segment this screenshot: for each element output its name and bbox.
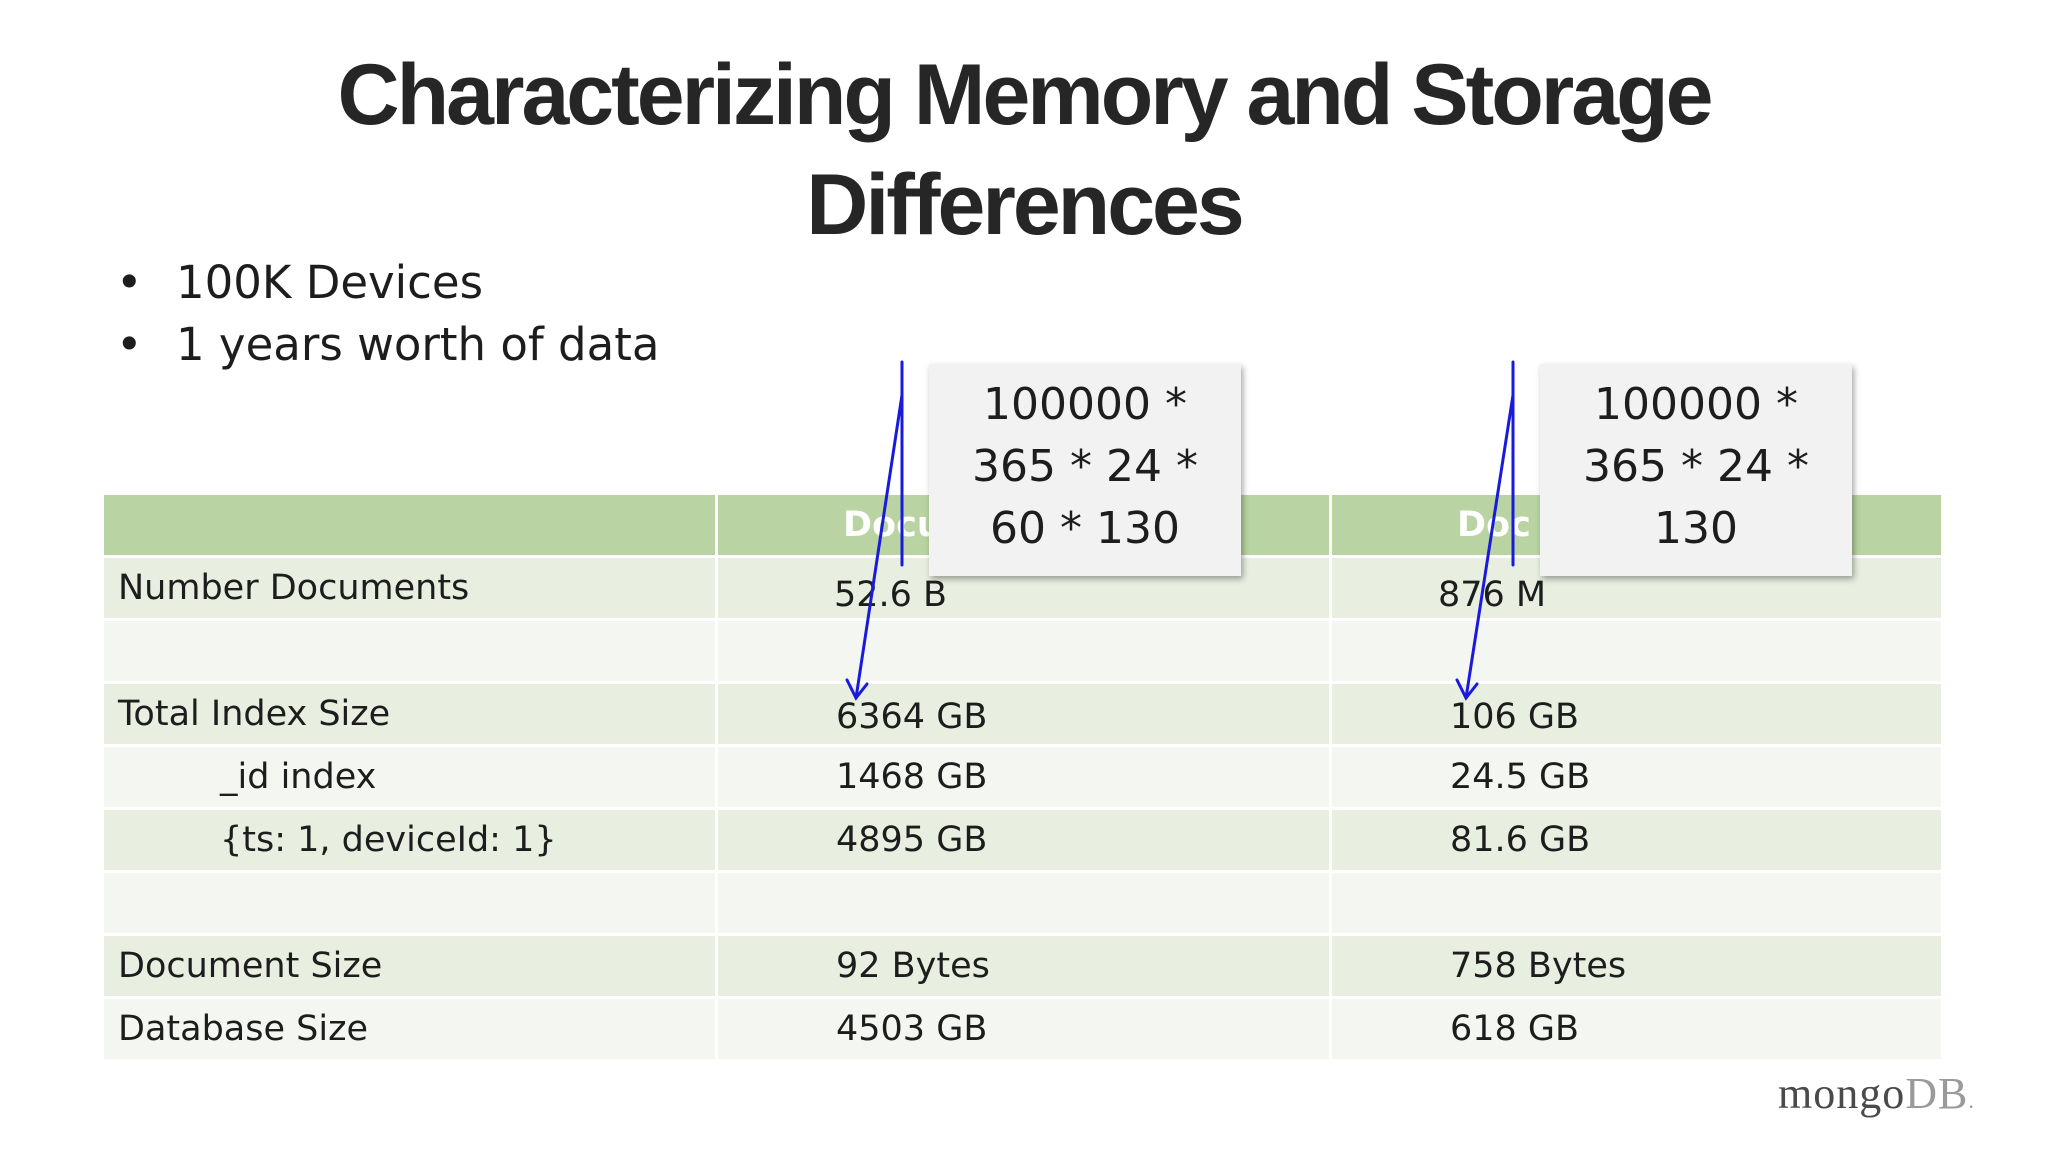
table-row: [104, 873, 1944, 936]
bullet-item: • 1 years worth of data: [116, 314, 659, 376]
annotation-arrow: [854, 393, 904, 700]
slide-title-line1: Characterizing Memory and Storage: [337, 47, 1714, 143]
callout-line: 365 * 24 *: [1583, 441, 1809, 492]
slide-title-line2: Differences: [806, 157, 1244, 253]
callout-line: 100000 *: [983, 379, 1187, 430]
row-value-col1: 6364 GB: [718, 684, 1332, 747]
row-value-col2: 758 Bytes: [1332, 936, 1944, 999]
table-row: {ts: 1, deviceId: 1} 4895 GB 81.6 GB: [104, 810, 1944, 873]
callout-line: 365 * 24 *: [972, 441, 1198, 492]
annotation-arrow: [1464, 393, 1515, 700]
row-value-col2: [1332, 873, 1944, 936]
row-label: [104, 621, 718, 684]
bullet-list: • 100K Devices • 1 years worth of data: [116, 252, 659, 376]
mongodb-logo: mongoDB.: [1778, 1068, 1975, 1119]
row-label: [104, 873, 718, 936]
arrowhead-icon: [1455, 678, 1479, 701]
row-value-col1: 92 Bytes: [718, 936, 1332, 999]
table-row: [104, 621, 1944, 684]
arrowhead-icon: [845, 678, 869, 701]
row-value-col2: 618 GB: [1332, 999, 1944, 1062]
logo-db: DB: [1905, 1069, 1969, 1118]
row-value-col1: 4503 GB: [718, 999, 1332, 1062]
row-value-col2: 106 GB: [1332, 684, 1944, 747]
table-row: Document Size 92 Bytes 758 Bytes: [104, 936, 1944, 999]
row-label: _id index: [104, 747, 718, 810]
bullet-dot-icon: •: [116, 318, 143, 371]
row-label: Document Size: [104, 936, 718, 999]
table-row: Total Index Size 6364 GB 106 GB: [104, 684, 1944, 747]
row-value-col2: [1332, 621, 1944, 684]
formula-callout-right: 100000 * 365 * 24 * 130: [1540, 364, 1852, 576]
bullet-text: 100K Devices: [176, 256, 484, 309]
table-row: _id index 1468 GB 24.5 GB: [104, 747, 1944, 810]
row-value-col2: 81.6 GB: [1332, 810, 1944, 873]
row-value-col1: [718, 873, 1332, 936]
bullet-text: 1 years worth of data: [176, 318, 660, 371]
slide-title: Characterizing Memory and Storage Differ…: [0, 40, 2048, 260]
bullet-item: • 100K Devices: [116, 252, 659, 314]
table-row: Database Size 4503 GB 618 GB: [104, 999, 1944, 1062]
row-value-col2: 24.5 GB: [1332, 747, 1944, 810]
bullet-dot-icon: •: [116, 256, 143, 309]
callout-line: 60 * 130: [990, 503, 1180, 554]
callout-line: 130: [1654, 503, 1738, 554]
logo-mongo: mongo: [1778, 1069, 1906, 1118]
row-value-col1: 1468 GB: [718, 747, 1332, 810]
callout-line: 100000 *: [1594, 379, 1798, 430]
row-value-col1: [718, 621, 1332, 684]
row-value-col1: 4895 GB: [718, 810, 1332, 873]
logo-mark: .: [1968, 1088, 1975, 1113]
formula-callout-left: 100000 * 365 * 24 * 60 * 130: [929, 364, 1241, 576]
row-label: Number Documents: [104, 558, 718, 621]
header-cell-label: [104, 495, 718, 558]
row-label: {ts: 1, deviceId: 1}: [104, 810, 718, 873]
row-label: Database Size: [104, 999, 718, 1062]
row-label: Total Index Size: [104, 684, 718, 747]
